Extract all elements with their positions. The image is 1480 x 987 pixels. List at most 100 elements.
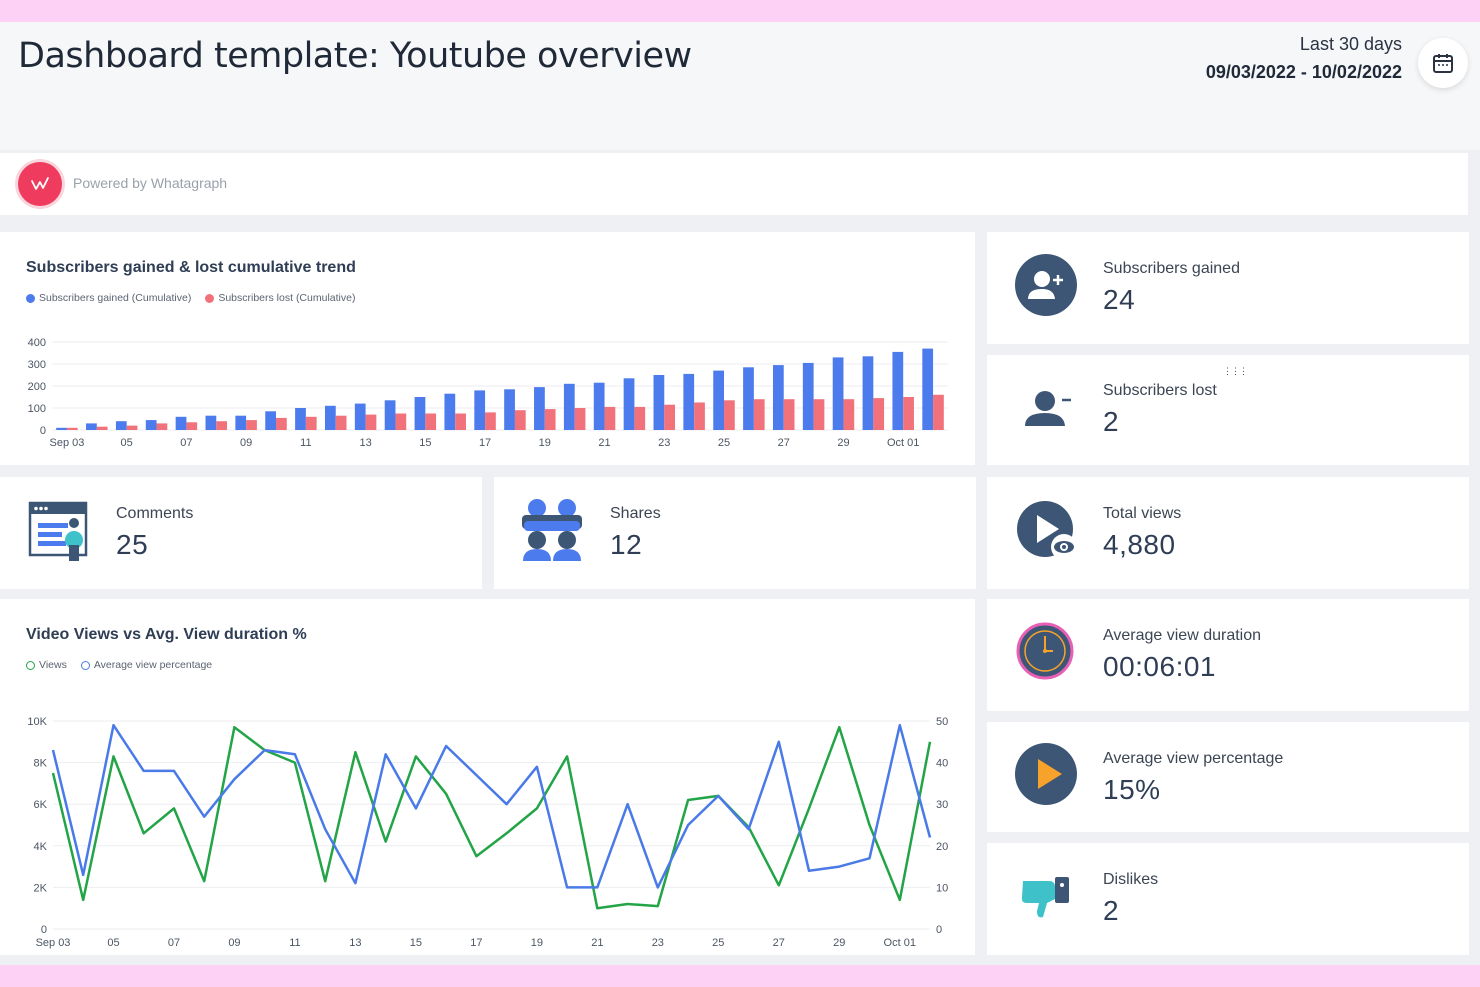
stat-label: Average view duration — [1103, 627, 1262, 644]
x-tick-label: 23 — [658, 437, 670, 449]
bar-gained — [653, 375, 665, 430]
bar-lost — [485, 412, 496, 430]
chart-title: Video Views vs Avg. View duration % — [26, 626, 307, 643]
bar-lost — [514, 410, 526, 430]
legend-item-views[interactable]: Views — [26, 659, 67, 671]
stat-value: 2 — [1103, 406, 1120, 437]
header-bar: Dashboard template: Youtube overview Las… — [0, 22, 1480, 150]
date-range-label: Last 30 days — [1299, 34, 1402, 54]
legend-item-avg-percentage[interactable]: Average view percentage — [80, 659, 213, 671]
bar-lost — [66, 427, 78, 430]
y-right-tick-label: 10 — [936, 882, 948, 894]
avg-view-percentage-card: Average view percentage 15% — [987, 722, 1469, 832]
legend-label: Views — [39, 659, 67, 671]
stat-value: 25 — [116, 529, 149, 560]
legend-item-gained[interactable]: Subscribers gained (Cumulative) — [26, 292, 191, 304]
bar-gained — [324, 405, 336, 430]
stat-value: 12 — [610, 529, 643, 560]
x-tick-label: Sep 03 — [36, 937, 71, 949]
subscribers-gained-card: Subscribers gained 24 — [987, 232, 1469, 344]
stat-label: Comments — [116, 505, 194, 522]
bar-gained — [862, 356, 874, 430]
y-left-tick-label: 6K — [34, 799, 48, 811]
x-tick-label: 09 — [228, 937, 240, 949]
subscribers-bar-chart: 0 100 200 300 400 Sep 03 05 07 09 11 13 15 17 19 21 23 2… — [28, 337, 948, 449]
bar-lost — [246, 420, 257, 430]
x-tick-label: 21 — [591, 937, 603, 949]
bar-lost — [903, 397, 914, 430]
bar-lost — [126, 425, 138, 430]
bar-gained — [832, 357, 844, 430]
y-left-tick-label: 10K — [27, 716, 47, 728]
stat-value: 2 — [1103, 895, 1120, 926]
y-left-tick-label: 0 — [41, 924, 47, 936]
bar-gained — [175, 416, 187, 430]
whatagraph-logo[interactable] — [18, 162, 62, 206]
bar-lost — [216, 421, 228, 430]
y-tick-label: 0 — [40, 425, 46, 437]
stat-value: 24 — [1103, 284, 1136, 315]
x-tick-label: 25 — [712, 937, 724, 949]
bar-gained — [205, 415, 217, 430]
thumbs-down-icon — [1019, 873, 1075, 921]
stat-value: 15% — [1103, 774, 1161, 805]
bar-lost — [574, 408, 586, 430]
x-tick-label: 17 — [470, 937, 482, 949]
y-right-tick-label: 0 — [936, 924, 942, 936]
user-minus-icon — [1018, 379, 1074, 435]
x-tick-label: 25 — [718, 437, 730, 449]
views-duration-card: Video Views vs Avg. View duration % View… — [0, 599, 975, 955]
comments-icon — [28, 499, 90, 563]
stat-label: Shares — [610, 505, 661, 522]
bar-gained — [235, 415, 247, 430]
bar-lost — [753, 399, 765, 430]
bar-gained — [743, 367, 754, 430]
legend-label: Subscribers gained (Cumulative) — [39, 292, 192, 304]
bar-lost — [933, 394, 944, 430]
bar-gained — [56, 427, 67, 430]
bar-lost — [604, 406, 616, 430]
bar-gained — [683, 373, 695, 430]
series-line-avg-percentage — [51, 723, 932, 889]
bar-gained — [504, 389, 515, 430]
bar-gained — [593, 382, 605, 430]
powered-by-text: Powered by Whatagraph — [73, 175, 228, 191]
bar-lost — [455, 413, 466, 430]
date-range[interactable]: Last 30 days 09/03/2022 - 10/02/2022 — [1206, 34, 1402, 83]
bar-gained — [802, 362, 814, 430]
views-line-chart: 0 2K 4K 6K 8K 10K 0 10 20 30 40 50 Sep 03 05 07 09 11 13 1… — [27, 716, 948, 949]
bar-lost — [96, 426, 108, 430]
drag-handle-icon[interactable]: ⋮⋮⋮ — [1223, 366, 1248, 376]
y-left-tick-label: 2K — [34, 882, 48, 894]
x-tick-label: 17 — [479, 437, 491, 449]
bar-gained — [534, 387, 545, 430]
x-tick-label: 05 — [107, 937, 119, 949]
bar-lost — [783, 399, 795, 430]
bar-lost — [186, 422, 198, 430]
calendar-icon — [1433, 54, 1453, 73]
subscribers-lost-card: ⋮⋮⋮ Subscribers lost 2 — [987, 355, 1469, 465]
bar-lost — [724, 400, 735, 430]
y-tick-label: 300 — [28, 359, 46, 371]
x-tick-label: 07 — [168, 937, 180, 949]
bar-gained — [354, 403, 366, 430]
series-line-views — [51, 725, 932, 910]
x-tick-label: 19 — [531, 937, 543, 949]
x-tick-label: 13 — [349, 937, 361, 949]
bar-lost — [873, 398, 885, 430]
bar-gained — [115, 421, 127, 430]
chart-title: Subscribers gained & lost cumulative tre… — [26, 259, 356, 276]
x-tick-label: 15 — [419, 437, 431, 449]
stat-label: Average view percentage — [1103, 750, 1284, 767]
x-tick-label: 09 — [240, 437, 252, 449]
x-tick-label: 11 — [289, 937, 300, 949]
legend-item-lost[interactable]: Subscribers lost (Cumulative) — [205, 292, 355, 304]
bar-lost — [335, 415, 347, 430]
comments-card: Comments 25 — [0, 477, 482, 589]
legend-label: Average view percentage — [93, 659, 213, 671]
bar-lost — [365, 414, 377, 430]
calendar-button[interactable] — [1418, 38, 1468, 88]
bar-gained — [922, 348, 934, 430]
x-tick-label: 05 — [121, 437, 133, 449]
dashboard-frame: Dashboard template: Youtube overview Las… — [0, 22, 1480, 965]
